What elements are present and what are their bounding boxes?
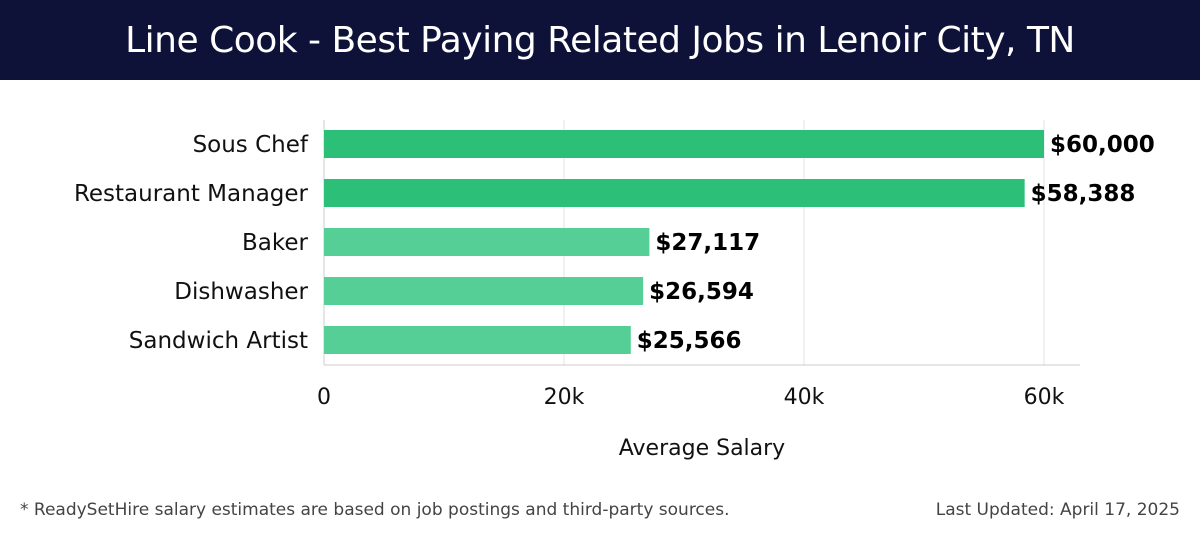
category-label-3: Dishwasher xyxy=(174,279,308,305)
chart-title: Line Cook - Best Paying Related Jobs in … xyxy=(125,19,1075,61)
x-tick-label-1: 20k xyxy=(544,385,585,410)
x-tick-label-0: 0 xyxy=(317,385,331,410)
value-label-3: $26,594 xyxy=(649,279,754,305)
last-updated: Last Updated: April 17, 2025 xyxy=(935,500,1180,520)
x-axis-title: Average Salary xyxy=(619,436,785,461)
footer-note: * ReadySetHire salary estimates are base… xyxy=(20,500,730,520)
category-label-4: Sandwich Artist xyxy=(129,328,308,354)
value-label-1: $58,388 xyxy=(1031,181,1136,207)
bar-0 xyxy=(324,130,1044,158)
bar-2 xyxy=(324,228,650,256)
category-label-1: Restaurant Manager xyxy=(74,181,309,207)
value-label-0: $60,000 xyxy=(1050,132,1155,158)
value-label-2: $27,117 xyxy=(655,230,760,256)
bar-chart: Sous Chef $60,000 Restaurant Manager $58,38… xyxy=(74,120,1155,461)
category-label-0: Sous Chef xyxy=(193,132,309,158)
category-label-2: Baker xyxy=(242,230,309,256)
bar-3 xyxy=(324,277,644,305)
x-tick-label-3: 60k xyxy=(1024,385,1065,410)
x-tick-label-2: 40k xyxy=(784,385,825,410)
chart-header: Line Cook - Best Paying Related Jobs in … xyxy=(0,0,1200,80)
value-label-4: $25,566 xyxy=(637,328,742,354)
bar-4 xyxy=(324,326,631,354)
bar-1 xyxy=(324,179,1025,207)
